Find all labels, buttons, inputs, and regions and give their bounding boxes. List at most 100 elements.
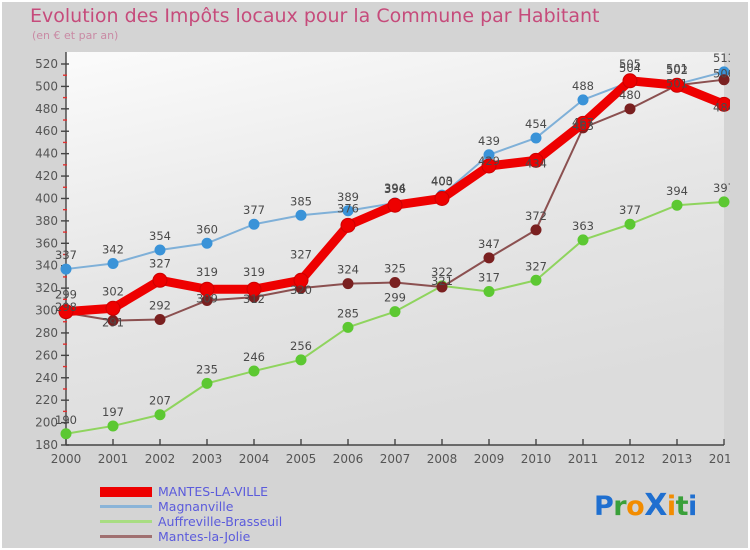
data-point-label: 235 — [196, 362, 218, 376]
data-point-label: 439 — [478, 134, 500, 148]
data-point-label: 321 — [431, 274, 453, 288]
data-point-label: 324 — [337, 263, 359, 277]
legend-label: MANTES-LA-VILLE — [158, 484, 269, 499]
data-point-label: 376 — [337, 201, 359, 215]
x-tick-label: 2001 — [98, 452, 129, 466]
y-tick-label: 180 — [35, 438, 58, 452]
series-data-labels: 190 197 207 235 246 256 285 299 322 317 327 363 377 3… — [55, 181, 730, 427]
chart-plot-area: 180 200 220 240 260 280 300 320 340 360 380 400 420 4… — [24, 50, 730, 470]
x-tick-label: 2008 — [427, 452, 458, 466]
legend-item[interactable]: MANTES-LA-VILLE — [100, 484, 440, 499]
series-point — [530, 274, 542, 286]
data-point-label: 394 — [666, 184, 688, 198]
legend-label: Magnanville — [158, 499, 234, 514]
data-point-label: 480 — [619, 88, 641, 102]
data-point-label: 317 — [478, 270, 500, 284]
legend-swatch — [100, 505, 152, 508]
y-tick-label: 520 — [35, 57, 58, 71]
series-point — [483, 285, 495, 297]
series-point — [716, 96, 730, 112]
series-point — [528, 152, 544, 168]
x-tick-label: 2011 — [568, 452, 599, 466]
data-point-label: 299 — [55, 288, 77, 302]
data-point-label: 385 — [290, 194, 312, 208]
x-tick-label: 2005 — [286, 452, 317, 466]
data-point-label: 377 — [619, 203, 641, 217]
chart-subtitle: (en € et par an) — [32, 29, 119, 42]
y-tick-label: 500 — [35, 79, 58, 93]
data-point-label: 502 — [666, 63, 688, 77]
data-point-label: 501 — [666, 76, 688, 90]
data-point-label: 319 — [243, 265, 265, 279]
x-axis: 2000 2001 2002 2003 2004 2005 2006 2007 2008 2009… — [51, 439, 730, 466]
series-point — [342, 278, 354, 290]
logo-letter: i — [666, 491, 676, 522]
series-point — [107, 420, 119, 432]
data-point-label: 337 — [55, 248, 77, 262]
data-point-label: 434 — [525, 156, 547, 170]
data-point-label: 403 — [431, 174, 453, 188]
series-point — [434, 190, 450, 206]
data-point-label: 513 — [713, 51, 730, 65]
proxiti-logo: ProXiti — [594, 488, 697, 523]
series-point — [389, 277, 401, 289]
data-point-label: 372 — [525, 209, 547, 223]
x-tick-label: 2003 — [192, 452, 223, 466]
logo-letter: P — [594, 491, 614, 522]
logo-letter: i — [688, 491, 697, 522]
y-tick-label: 380 — [35, 214, 58, 228]
data-point-label: 488 — [572, 79, 594, 93]
chart-legend: MANTES-LA-VILLE Magnanville Auffreville-Br… — [100, 484, 440, 546]
series-point — [199, 281, 215, 297]
data-point-label: 322 — [431, 265, 453, 279]
series-point — [389, 306, 401, 318]
y-tick-label: 420 — [35, 169, 58, 183]
x-tick-label: 2010 — [521, 452, 552, 466]
data-point-label: 207 — [149, 394, 171, 408]
series-point — [671, 199, 683, 211]
series-point — [342, 205, 354, 217]
data-point-label: 319 — [196, 265, 218, 279]
series-point — [60, 428, 72, 440]
series-point — [530, 132, 542, 144]
series-point — [152, 272, 168, 288]
data-point-label: 484 — [713, 100, 730, 114]
chart-series — [58, 73, 730, 320]
data-point-label: 299 — [384, 291, 406, 305]
series-point — [483, 252, 495, 264]
x-tick-label: 2007 — [380, 452, 411, 466]
legend-label: Mantes-la-Jolie — [158, 529, 251, 544]
data-point-label: 397 — [713, 181, 730, 195]
page-title: Evolution des Impôts locaux pour la Comm… — [30, 5, 600, 27]
x-tick-label: 2013 — [662, 452, 693, 466]
legend-item[interactable]: Auffreville-Brasseuil — [100, 514, 440, 529]
legend-swatch — [100, 535, 152, 538]
data-point-label: 504 — [619, 61, 641, 75]
data-point-label: 394 — [384, 181, 406, 195]
data-point-label: 354 — [149, 229, 171, 243]
legend-swatch — [100, 486, 152, 497]
logo-letter: r — [613, 491, 627, 522]
logo-letter: t — [675, 491, 689, 522]
series-point — [481, 158, 497, 174]
data-point-label: 246 — [243, 350, 265, 364]
x-tick-label: 2002 — [145, 452, 176, 466]
series-point — [436, 281, 448, 293]
data-point-label: 396 — [384, 182, 406, 196]
data-point-label: 467 — [572, 115, 594, 129]
series-point — [154, 244, 166, 256]
series-point — [577, 94, 589, 106]
data-point-label: 325 — [384, 262, 406, 276]
series-point — [577, 234, 589, 246]
legend-item[interactable]: Mantes-la-Jolie — [100, 529, 440, 544]
legend-item[interactable]: Magnanville — [100, 499, 440, 514]
x-tick-label: 2000 — [51, 452, 82, 466]
data-point-label: 347 — [478, 237, 500, 251]
data-point-label: 197 — [102, 405, 124, 419]
series-point — [60, 263, 72, 275]
series-point — [246, 281, 262, 297]
x-tick-label: 2012 — [615, 452, 646, 466]
series-point — [340, 217, 356, 233]
series-point — [575, 115, 591, 131]
